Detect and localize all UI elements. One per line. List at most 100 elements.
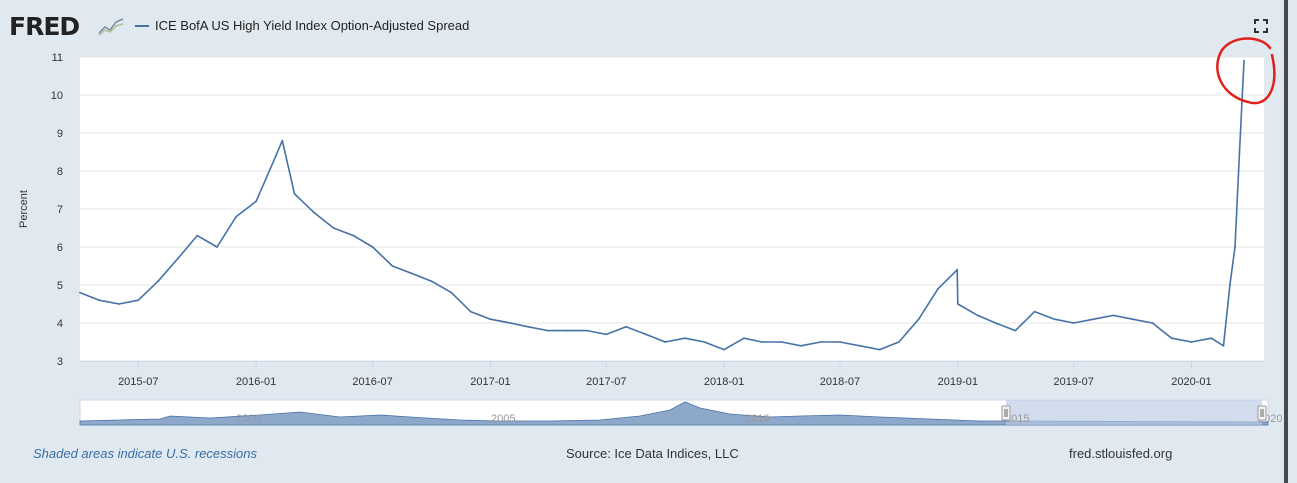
data-point bbox=[917, 318, 920, 321]
data-point bbox=[645, 333, 647, 336]
y-tick-label: 4 bbox=[57, 318, 63, 330]
data-point bbox=[743, 337, 745, 340]
data-point bbox=[411, 272, 414, 275]
data-point bbox=[489, 318, 492, 321]
navigator-label: 2010 bbox=[745, 413, 769, 425]
data-point bbox=[1243, 59, 1245, 62]
data-point bbox=[137, 299, 140, 302]
data-point bbox=[605, 333, 608, 336]
data-point bbox=[1072, 322, 1075, 324]
data-point bbox=[1222, 344, 1225, 347]
navigator-label: 2005 bbox=[491, 413, 515, 425]
data-point bbox=[118, 303, 120, 305]
line-chart[interactable]: 3 4 5 6 7 8 9 10 11 Percent 2015-07 2016-01 2016-07 2… bbox=[0, 0, 1284, 440]
data-point bbox=[897, 341, 900, 343]
data-point bbox=[371, 246, 374, 248]
data-point bbox=[878, 348, 881, 351]
data-point bbox=[937, 287, 939, 290]
y-tick-label: 6 bbox=[57, 242, 63, 254]
data-point bbox=[703, 341, 706, 343]
x-tick-label: 2019-01 bbox=[938, 376, 978, 388]
data-point bbox=[1238, 151, 1241, 153]
data-point bbox=[780, 341, 783, 343]
data-point bbox=[566, 329, 569, 332]
data-point bbox=[235, 215, 238, 218]
recession-note-link[interactable]: Shaded areas indicate U.S. recessions bbox=[33, 446, 258, 461]
annotation-circle bbox=[1216, 37, 1276, 105]
data-point bbox=[177, 257, 179, 260]
data-point bbox=[216, 246, 218, 248]
data-point bbox=[1190, 341, 1193, 343]
x-tick-label: 2018-07 bbox=[820, 376, 860, 388]
data-point bbox=[352, 234, 355, 237]
data-point bbox=[547, 329, 549, 332]
data-point bbox=[664, 341, 667, 343]
data-point bbox=[509, 322, 512, 324]
source-text: Source: Ice Data Indices, LLC bbox=[566, 446, 739, 461]
data-point bbox=[1229, 284, 1231, 286]
data-point bbox=[293, 192, 296, 195]
data-point bbox=[313, 211, 316, 214]
y-tick-label: 11 bbox=[52, 52, 63, 64]
data-point bbox=[1092, 318, 1095, 321]
data-point bbox=[723, 348, 726, 351]
site-link[interactable]: fred.stlouisfed.org bbox=[1069, 446, 1173, 461]
navigator-handle[interactable] bbox=[1001, 405, 1011, 421]
data-point bbox=[1151, 322, 1154, 324]
data-point bbox=[275, 154, 277, 157]
x-tick-label: 2018-01 bbox=[704, 376, 744, 388]
x-tick-label: 2017-01 bbox=[470, 376, 510, 388]
data-point bbox=[625, 325, 628, 328]
data-point bbox=[255, 200, 257, 203]
data-point bbox=[1131, 318, 1134, 321]
data-point bbox=[800, 344, 802, 347]
navigator-handle[interactable] bbox=[1257, 405, 1267, 421]
x-tick-label: 2020-01 bbox=[1171, 376, 1211, 388]
y-tick-label: 3 bbox=[57, 356, 63, 368]
window-edge bbox=[1284, 0, 1288, 483]
series-line bbox=[79, 60, 1245, 351]
data-point bbox=[994, 322, 997, 324]
data-point bbox=[98, 299, 101, 302]
chart-legend: ICE BofA US High Yield Index Option-Adju… bbox=[135, 18, 469, 33]
data-point bbox=[760, 341, 763, 343]
data-point bbox=[839, 341, 841, 343]
data-point bbox=[469, 310, 472, 313]
y-tick-label: 10 bbox=[51, 90, 63, 102]
x-tick-label: 2017-07 bbox=[586, 376, 626, 388]
data-point bbox=[586, 329, 588, 332]
data-point bbox=[1210, 337, 1213, 340]
data-point bbox=[956, 303, 959, 305]
fullscreen-icon[interactable] bbox=[1254, 19, 1268, 33]
navigator-series bbox=[79, 401, 1269, 426]
data-point bbox=[819, 341, 822, 343]
data-point bbox=[1033, 310, 1036, 313]
data-point bbox=[450, 291, 453, 294]
data-point bbox=[430, 280, 433, 283]
chart-line-icon bbox=[98, 18, 124, 36]
fred-logo[interactable]: FRED bbox=[9, 12, 80, 41]
data-point bbox=[332, 227, 335, 229]
y-tick-label: 9 bbox=[57, 128, 63, 140]
data-point bbox=[1053, 318, 1056, 321]
x-tick-label: 2015-07 bbox=[118, 376, 158, 388]
data-point bbox=[1014, 329, 1017, 332]
data-point bbox=[976, 314, 979, 317]
data-point bbox=[196, 234, 199, 237]
data-point bbox=[1170, 337, 1173, 340]
data-point bbox=[684, 337, 686, 340]
navigator-selection bbox=[1006, 400, 1262, 425]
data-point bbox=[1112, 314, 1115, 317]
data-point bbox=[1234, 246, 1236, 248]
x-tick-label: 2019-07 bbox=[1054, 376, 1094, 388]
y-axis-label: Percent bbox=[18, 190, 30, 228]
data-point bbox=[281, 139, 284, 142]
navigator-label: 2015 bbox=[1005, 413, 1029, 425]
y-tick-label: 8 bbox=[57, 166, 63, 178]
legend-series-name: ICE BofA US High Yield Index Option-Adju… bbox=[155, 18, 470, 33]
y-tick-label: 7 bbox=[57, 204, 63, 216]
data-point bbox=[527, 325, 530, 328]
y-tick-label: 5 bbox=[57, 280, 63, 292]
x-tick-label: 2016-01 bbox=[236, 376, 276, 388]
data-point bbox=[157, 280, 160, 283]
